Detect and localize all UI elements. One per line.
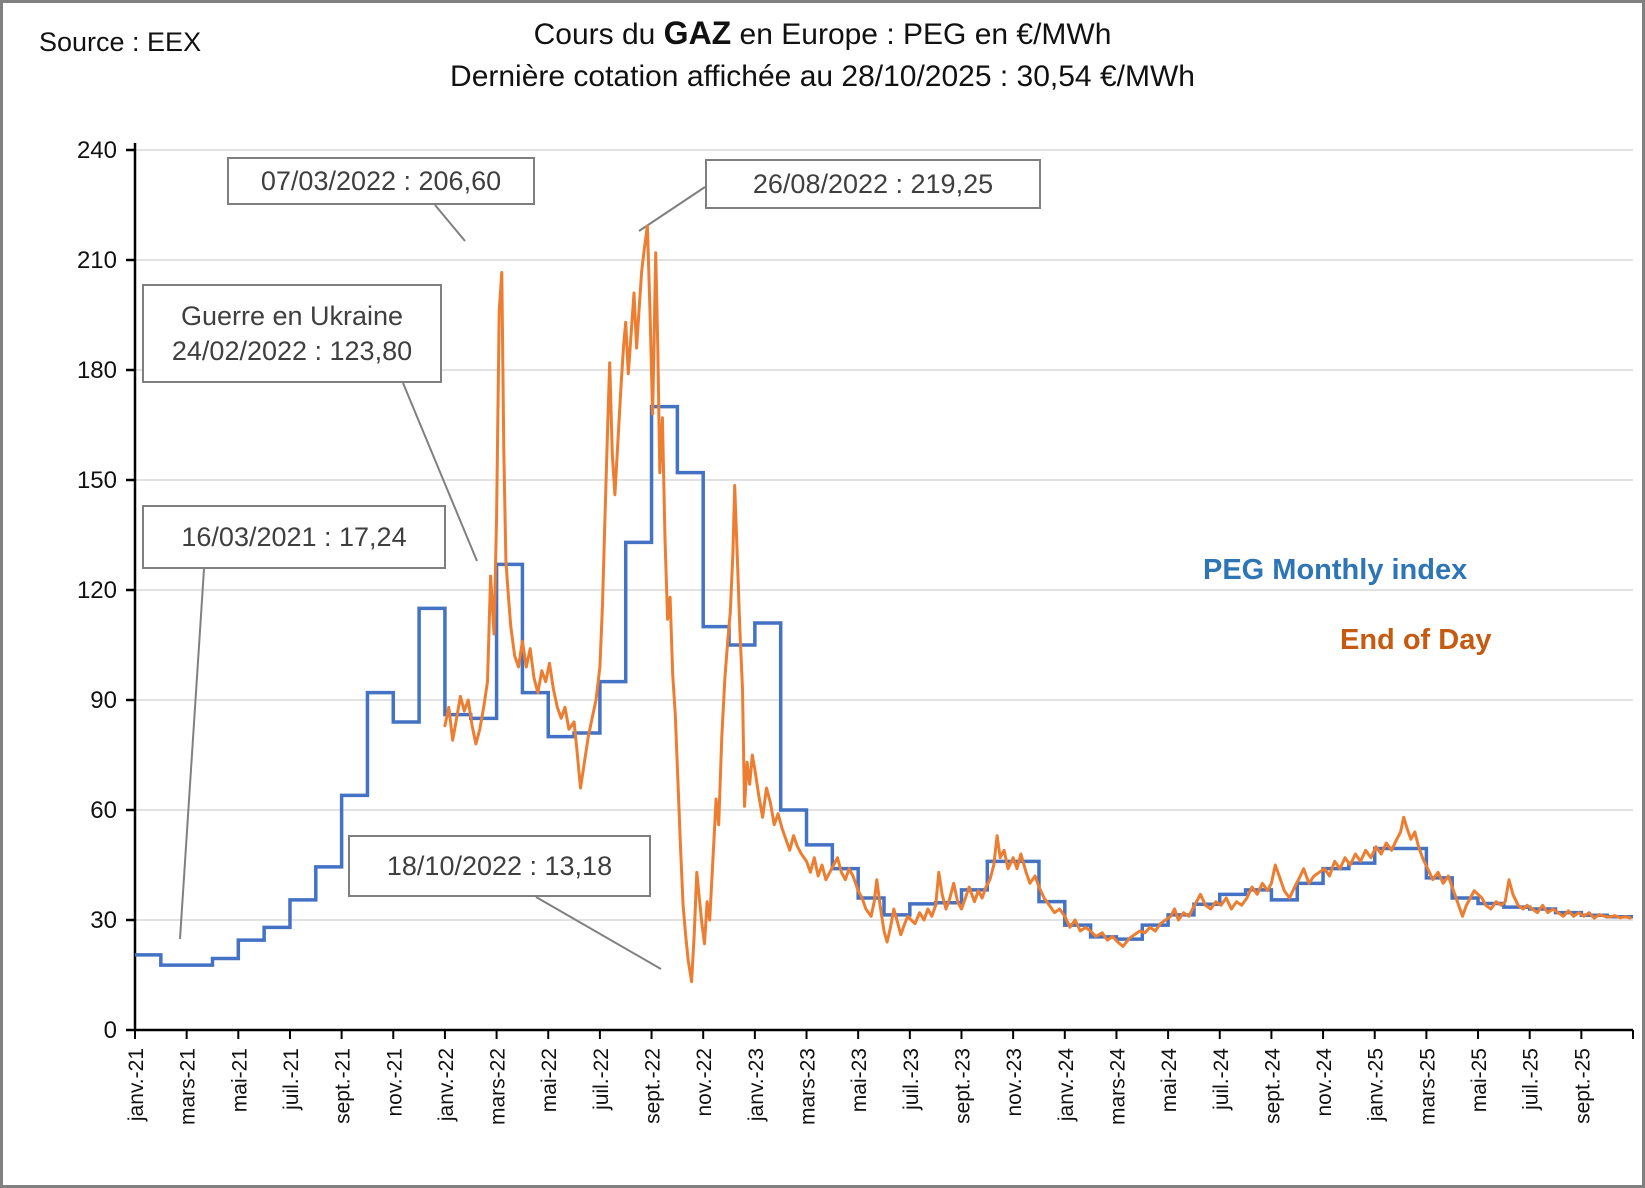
annotation-callout-war-ukraine: Guerre en Ukraine 24/02/2022 : 123,80: [142, 284, 442, 383]
x-tick-label-nov.-22: nov.-22: [693, 1048, 716, 1117]
x-tick-label-mars-23: mars-23: [797, 1048, 820, 1125]
title-suffix: en Europe : PEG en €/MWh: [731, 18, 1112, 51]
x-tick-label-sept.-21: sept.-21: [332, 1048, 355, 1124]
x-tick-label-sept.-24: sept.-24: [1261, 1048, 1284, 1124]
y-tick-label-240: 240: [77, 137, 117, 164]
annotation-text: Guerre en Ukraine: [180, 300, 404, 331]
annotation-text: 16/03/2021 : 17,24: [181, 521, 407, 552]
x-tick-label-janv.-22: janv.-22: [435, 1048, 458, 1122]
x-tick-label-janv.-24: janv.-24: [1055, 1048, 1078, 1122]
annotation-callout-peak-2022-08: 26/08/2022 : 219,25: [705, 159, 1041, 209]
x-tick-label-juil.-21: juil.-21: [280, 1048, 303, 1111]
annotation-text: 24/02/2022 : 123,80: [171, 335, 413, 366]
x-tick-label-mai-25: mai-25: [1468, 1048, 1491, 1112]
annotation-callout-peak-2022-03: 07/03/2022 : 206,60: [227, 157, 535, 205]
annotation-leader-war-ukraine: [402, 382, 478, 562]
x-tick-label-nov.-24: nov.-24: [1313, 1048, 1336, 1117]
x-tick-label-janv.-23: janv.-23: [745, 1048, 768, 1122]
y-tick-label-60: 60: [90, 797, 117, 824]
annotation-text: 07/03/2022 : 206,60: [260, 165, 502, 196]
annotation-text: 26/08/2022 : 219,25: [752, 168, 994, 199]
annotation-leader-peak-2022-08: [638, 186, 706, 232]
x-tick-label-juil.-22: juil.-22: [590, 1048, 613, 1111]
x-tick-label-mars-22: mars-22: [487, 1048, 510, 1125]
y-tick-label-90: 90: [90, 687, 117, 714]
x-tick-label-juil.-24: juil.-24: [1210, 1048, 1233, 1111]
y-tick-label-180: 180: [77, 357, 117, 384]
y-tick-label-30: 30: [90, 907, 117, 934]
annotation-text: 18/10/2022 : 13,18: [386, 850, 613, 881]
x-tick-label-mars-25: mars-25: [1416, 1048, 1439, 1125]
annotation-callout-low-2022-10: 18/10/2022 : 13,18: [348, 835, 651, 897]
annotation-leader-peak-2022-03: [434, 204, 466, 242]
x-tick-label-juil.-23: juil.-23: [900, 1048, 923, 1111]
x-tick-label-sept.-22: sept.-22: [642, 1048, 665, 1124]
y-tick-label-210: 210: [77, 247, 117, 274]
x-tick-label-janv.-21: janv.-21: [125, 1048, 148, 1122]
annotation-leader-low-2022-10: [535, 896, 662, 970]
title-emphasis: GAZ: [663, 15, 732, 51]
chart-title: Cours du GAZ en Europe : PEG en €/MWh: [3, 15, 1642, 52]
x-tick-label-mai-24: mai-24: [1158, 1048, 1181, 1113]
x-tick-label-sept.-25: sept.-25: [1571, 1048, 1594, 1124]
x-tick-label-janv.-25: janv.-25: [1365, 1048, 1388, 1122]
legend-peg-monthly-index: PEG Monthly index: [1203, 554, 1468, 586]
x-tick-label-nov.-21: nov.-21: [383, 1048, 406, 1117]
x-tick-label-juil.-25: juil.-25: [1520, 1048, 1543, 1111]
y-tick-label-150: 150: [77, 467, 117, 494]
x-tick-label-mai-21: mai-21: [228, 1048, 251, 1112]
source-label: Source : EEX: [39, 27, 202, 57]
series-end-of-day: [443, 224, 1632, 984]
x-tick-label-nov.-23: nov.-23: [1003, 1048, 1026, 1117]
annotation-callout-low-2021-03: 16/03/2021 : 17,24: [142, 505, 446, 569]
x-tick-label-sept.-23: sept.-23: [951, 1048, 974, 1124]
legend-end-of-day: End of Day: [1340, 624, 1492, 656]
y-tick-label-120: 120: [77, 577, 117, 604]
title-prefix: Cours du: [533, 18, 664, 51]
y-tick-label-0: 0: [104, 1017, 117, 1044]
x-tick-label-mai-22: mai-22: [538, 1048, 561, 1112]
annotation-leader-low-2021-03: [179, 568, 205, 940]
x-tick-label-mars-24: mars-24: [1106, 1048, 1129, 1125]
chart-subtitle: Dernière cotation affichée au 28/10/2025…: [450, 60, 1195, 93]
x-tick-label-mars-21: mars-21: [177, 1048, 200, 1125]
series-peg-monthly-index: [135, 404, 1633, 967]
chart-title-block: Cours du GAZ en Europe : PEG en €/MWh De…: [3, 15, 1642, 94]
x-tick-label-mai-23: mai-23: [848, 1048, 871, 1112]
